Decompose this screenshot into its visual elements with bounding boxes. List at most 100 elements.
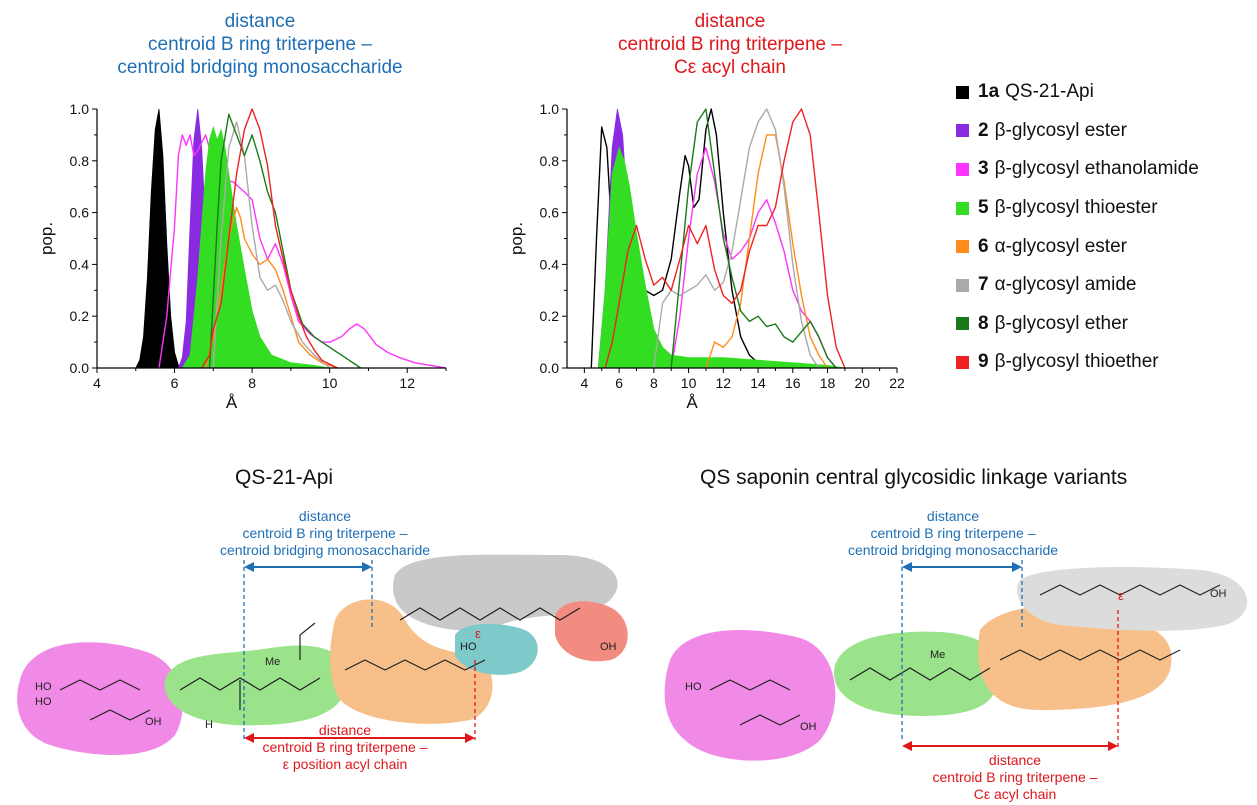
- right-title-line-1: distance: [694, 11, 766, 32]
- series-line-9: [201, 108, 338, 369]
- legend-label: β-glycosyl thioester: [994, 197, 1158, 219]
- x-tick-label: 8: [248, 375, 256, 391]
- x-tick-label: 4: [580, 375, 588, 391]
- variant-structure: ε HO OH Me OH: [664, 560, 1248, 761]
- legend-compound-number: 5: [978, 197, 989, 219]
- legend-label: β-glycosyl ester: [994, 119, 1127, 141]
- left-red-distance-label: distance centroid B ring triterpene – ε …: [230, 722, 460, 773]
- arrow-head: [902, 741, 912, 751]
- lbl-line: distance: [298, 508, 352, 524]
- arrow-head: [1108, 741, 1118, 751]
- legend-swatch: [956, 85, 969, 99]
- y-tick-label: 0.0: [540, 360, 560, 376]
- legend-swatch: [956, 278, 969, 292]
- atom-label: Me: [265, 656, 280, 668]
- orange-sugar-blob: [330, 599, 493, 724]
- eps-mark: ε: [1118, 588, 1124, 603]
- legend-label: α-glycosyl amide: [994, 274, 1137, 296]
- series-area-5: [597, 146, 845, 369]
- arrow-head: [465, 733, 475, 743]
- legend-item: 9 β-glycosyl thioether: [956, 343, 1199, 382]
- arrow-head: [244, 562, 254, 572]
- lbl-line: centroid B ring triterpene –: [242, 525, 408, 541]
- legend-swatch: [956, 317, 969, 331]
- y-tick-label: 1.0: [540, 101, 560, 117]
- left-blue-distance-label: distance centroid B ring triterpene – ce…: [200, 508, 450, 559]
- section-title-right: QS saponin central glycosidic linkage va…: [700, 466, 1128, 489]
- bond-lines: [59, 607, 581, 721]
- atom-label: HO: [35, 681, 52, 693]
- left-chart-title: distance centroid B ring triterpene – ce…: [40, 10, 480, 79]
- atom-label: HO: [685, 681, 702, 693]
- pink-sugar-blob: [17, 642, 183, 755]
- y-tick-label: 0.8: [70, 153, 90, 169]
- series-line-3: [158, 134, 447, 369]
- arrow-head: [902, 562, 912, 572]
- qs21-api-structure: ε HO HO OH Me H OH HO: [17, 554, 628, 755]
- legend-compound-number: 1a: [978, 81, 1000, 103]
- legend-item: 1a QS-21-Api: [956, 73, 1199, 112]
- series-line-6: [705, 134, 829, 369]
- x-tick-label: 18: [820, 375, 836, 391]
- lbl-line: distance: [318, 722, 372, 738]
- y-tick-label: 0.6: [540, 205, 560, 221]
- gray-acyl-blob: [1016, 567, 1248, 631]
- x-tick-label: 12: [716, 375, 732, 391]
- right-title-line-3: Cε acyl chain: [674, 57, 786, 78]
- x-tick-label: 14: [750, 375, 766, 391]
- right-chart-title: distance centroid B ring triterpene – Cε…: [520, 10, 940, 79]
- y-tick-label: 0.8: [540, 153, 560, 169]
- y-axis-label: pop.: [37, 222, 56, 255]
- y-tick-label: 1.0: [70, 101, 90, 117]
- teal-sugar-blob: [455, 623, 538, 675]
- atom-label: OH: [1210, 588, 1227, 600]
- x-tick-label: 8: [650, 375, 658, 391]
- lbl-line: distance: [988, 752, 1042, 768]
- legend-item: 5 β-glycosyl thioester: [956, 189, 1199, 228]
- legend-label: β-glycosyl ethanolamide: [994, 158, 1199, 180]
- lbl-line: ε position acyl chain: [282, 756, 408, 772]
- eps-mark: ε: [475, 626, 481, 641]
- legend: 1a QS-21-Api 2 β-glycosyl ester 3 β-glycosyl …: [956, 73, 1199, 382]
- legend-compound-number: 2: [978, 119, 989, 141]
- y-tick-label: 0.2: [540, 308, 560, 324]
- x-tick-label: 20: [854, 375, 870, 391]
- legend-label: α-glycosyl ester: [994, 235, 1127, 257]
- legend-item: 3 β-glycosyl ethanolamide: [956, 150, 1199, 189]
- x-tick-label: 16: [785, 375, 801, 391]
- green-triterpene-blob: [834, 631, 998, 716]
- legend-label: β-glycosyl thioether: [994, 351, 1159, 373]
- atom-label: OH: [600, 641, 617, 653]
- y-axis-label: pop.: [507, 222, 526, 255]
- legend-swatch: [956, 124, 969, 138]
- right-blue-distance-label: distance centroid B ring triterpene – ce…: [828, 508, 1078, 559]
- section-title-left: QS-21-Api: [235, 466, 334, 489]
- y-tick-label: 0.4: [540, 256, 560, 272]
- y-tick-label: 0.4: [70, 256, 90, 272]
- lbl-line: centroid B ring triterpene –: [870, 525, 1036, 541]
- lbl-line: Cε acyl chain: [973, 786, 1057, 802]
- lbl-line: centroid B ring triterpene –: [932, 769, 1098, 785]
- arrow-head: [1012, 562, 1022, 572]
- y-tick-label: 0.2: [70, 308, 90, 324]
- x-tick-label: 6: [615, 375, 623, 391]
- legend-item: 7 α-glycosyl amide: [956, 266, 1199, 305]
- x-axis-label: Å: [686, 393, 698, 412]
- atom-label: HO: [460, 641, 477, 653]
- left-title-line-3: centroid bridging monosaccharide: [117, 57, 403, 78]
- legend-label: β-glycosyl ether: [994, 312, 1128, 334]
- atom-label: OH: [145, 716, 162, 728]
- lbl-line: distance: [926, 508, 980, 524]
- arrow-head: [244, 733, 254, 743]
- legend-compound-number: 6: [978, 235, 989, 257]
- legend-compound-number: 7: [978, 274, 989, 296]
- right-red-distance-label: distance centroid B ring triterpene – Cε…: [900, 752, 1130, 803]
- legend-label: QS-21-Api: [1005, 81, 1094, 103]
- x-tick-label: 4: [93, 375, 101, 391]
- series-line-7: [212, 121, 331, 369]
- legend-swatch: [956, 162, 969, 176]
- legend-compound-number: 8: [978, 312, 989, 334]
- x-tick-label: 6: [171, 375, 179, 391]
